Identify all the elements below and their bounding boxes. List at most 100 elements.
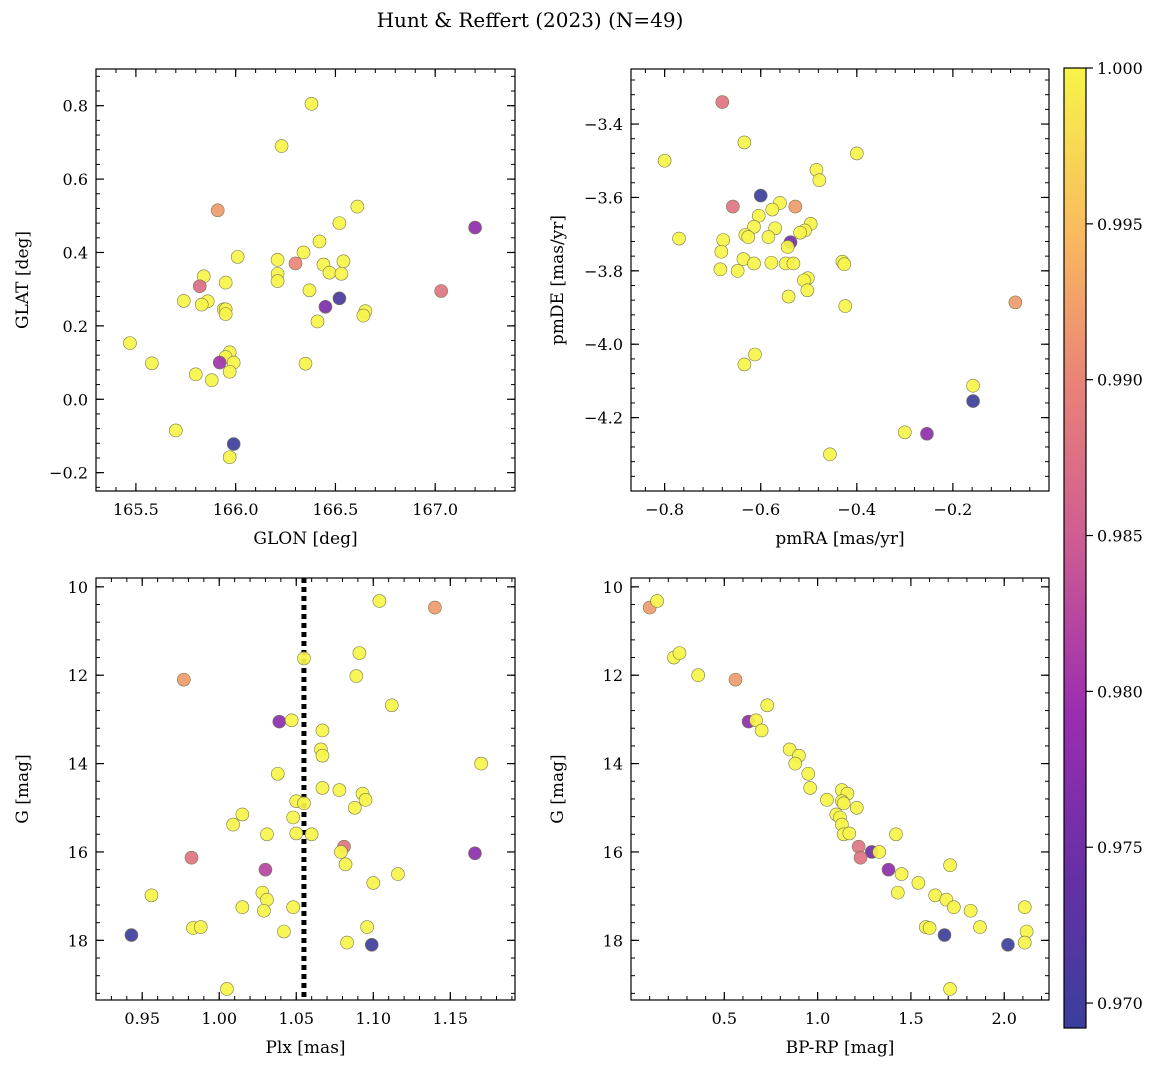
glon-glat-xtick-label: 166.0: [213, 500, 259, 519]
plx-g-point: [474, 756, 488, 771]
bprp-g-point: [1017, 935, 1032, 950]
bprp-g-xlabel: BP-RP [mag]: [786, 1038, 895, 1058]
glon-glat-point: [270, 253, 285, 267]
plx-g-ytick-label: 18: [68, 931, 88, 950]
pmra-pmde-point: [657, 153, 672, 168]
glon-glat-ytick-label: 0.2: [63, 317, 88, 336]
glon-glat-panel: 165.5 166.0 166.5 167.0 −0.2 0.0 0.2 0.4 0.6 0.8 G…: [13, 68, 516, 549]
bprp-g-ylabel: G [mag]: [548, 754, 568, 823]
bprp-g-panel: 0.5 1.0 1.5 2.0 10 12 14 16 18 BP-RP [mag] G [mag]: [548, 577, 1050, 1058]
pmra-pmde-point: [764, 255, 779, 270]
bprp-g-axes-frame: [630, 577, 1050, 1001]
glon-glat-point: [310, 314, 325, 329]
pmra-pmde-point: [793, 225, 807, 240]
colorbar-tick-label: 0.985: [1097, 527, 1143, 546]
glon-glat-point: [468, 220, 482, 235]
pmra-pmde-point: [780, 240, 795, 254]
bprp-g-point: [943, 982, 957, 996]
glon-glat-ytick-label: 0.0: [63, 390, 88, 409]
colorbar-tick-label: 0.970: [1097, 994, 1143, 1013]
pmra-pmde-point: [672, 231, 686, 246]
glon-glat-point: [288, 256, 303, 271]
plx-g-point: [289, 826, 304, 841]
pmra-pmde-point: [761, 230, 776, 244]
glon-glat-point: [188, 367, 203, 382]
pmra-pmde-point: [850, 146, 864, 161]
bprp-g-point: [911, 876, 926, 890]
plx-g-point: [347, 800, 362, 815]
pmra-pmde-point: [747, 219, 761, 234]
plx-g-point: [144, 888, 159, 903]
plx-g-point: [297, 651, 311, 666]
bprp-g-xtick-label: 1.0: [805, 1009, 830, 1028]
plx-g-point: [277, 924, 291, 939]
glon-glat-point: [274, 139, 289, 153]
glon-glat-point: [270, 274, 285, 288]
glon-glat-point: [332, 216, 347, 230]
bprp-g-xtick-label: 1.5: [898, 1009, 923, 1028]
pmra-pmde-ytick-label: −4.2: [584, 409, 623, 428]
pmra-pmde-point: [781, 289, 796, 304]
glon-glat-xtick-label: 165.5: [113, 500, 159, 519]
pmra-pmde-ytick-label: −4.0: [584, 335, 623, 354]
glon-glat-point: [226, 437, 241, 451]
glon-glat-point: [298, 356, 313, 371]
bprp-g-point: [754, 723, 769, 738]
plx-g-point: [332, 783, 347, 797]
plx-g-point: [338, 857, 353, 872]
plx-g-xtick-label: 1.05: [278, 1009, 314, 1028]
bprp-g-point: [672, 646, 687, 660]
glon-glat-point: [176, 294, 191, 308]
bprp-g-point: [728, 672, 743, 687]
plx-g-point: [124, 928, 139, 942]
plx-g-point: [284, 713, 299, 728]
pmra-pmde-panel: −0.8 −0.6 −0.4 −0.2 −4.2 −4.0 −3.8 −3.6 −3.4 pmRA…: [548, 68, 1050, 549]
pmra-pmde-point: [966, 394, 980, 408]
glon-glat-point: [302, 283, 317, 298]
pmra-pmde-point: [737, 357, 752, 372]
plx-g-ytick-label: 12: [68, 666, 88, 685]
plx-g-point: [272, 714, 287, 729]
pmra-pmde-point: [966, 378, 980, 393]
colorbar-tick-label: 1.000: [1097, 59, 1143, 78]
figure-title: Hunt & Reffert (2023) (N=49): [377, 8, 684, 32]
bprp-g-point: [788, 756, 803, 771]
bprp-g-ytick-label: 12: [603, 666, 623, 685]
glon-glat-axes-frame: [95, 68, 516, 492]
pmra-pmde-point: [716, 233, 731, 247]
plx-g-point: [235, 807, 250, 822]
pmra-pmde-point: [726, 199, 740, 214]
pmra-pmde-point: [788, 199, 803, 214]
plx-g-point: [235, 900, 250, 915]
glon-glat-point: [322, 265, 337, 280]
colorbar-gradient: [1063, 67, 1087, 1029]
bprp-g-point: [853, 850, 868, 865]
bprp-g-point: [801, 766, 816, 781]
pmra-pmde-point: [715, 95, 730, 109]
plx-g-point: [315, 748, 330, 763]
plx-g-point: [315, 723, 330, 738]
plx-g-point: [315, 781, 330, 795]
bprp-g-point: [803, 781, 817, 795]
plx-g-point: [468, 846, 482, 861]
pmra-pmde-point: [920, 426, 934, 441]
bprp-g-point: [889, 827, 903, 842]
bprp-g-ytick-label: 16: [603, 843, 623, 862]
plx-g-point: [257, 903, 271, 918]
plx-g-point: [177, 672, 191, 687]
plx-g-point: [193, 920, 208, 934]
pmra-pmde-point: [838, 299, 853, 313]
pmra-pmde-point: [748, 347, 762, 362]
plx-g-point: [334, 845, 348, 859]
plx-g-ytick-label: 10: [68, 578, 88, 597]
bprp-g-point: [836, 796, 851, 811]
bprp-g-ytick-label: 18: [603, 931, 623, 950]
glon-glat-ytick-label: 0.4: [63, 243, 88, 262]
plx-g-point: [270, 766, 285, 781]
bprp-g-point: [691, 668, 705, 683]
glon-glat-point: [350, 199, 365, 214]
bprp-g-xtick-label: 2.0: [991, 1009, 1016, 1028]
colorbar-tick-label: 0.995: [1097, 215, 1143, 234]
plx-g-point: [352, 646, 367, 660]
glon-glat-point: [434, 284, 448, 298]
